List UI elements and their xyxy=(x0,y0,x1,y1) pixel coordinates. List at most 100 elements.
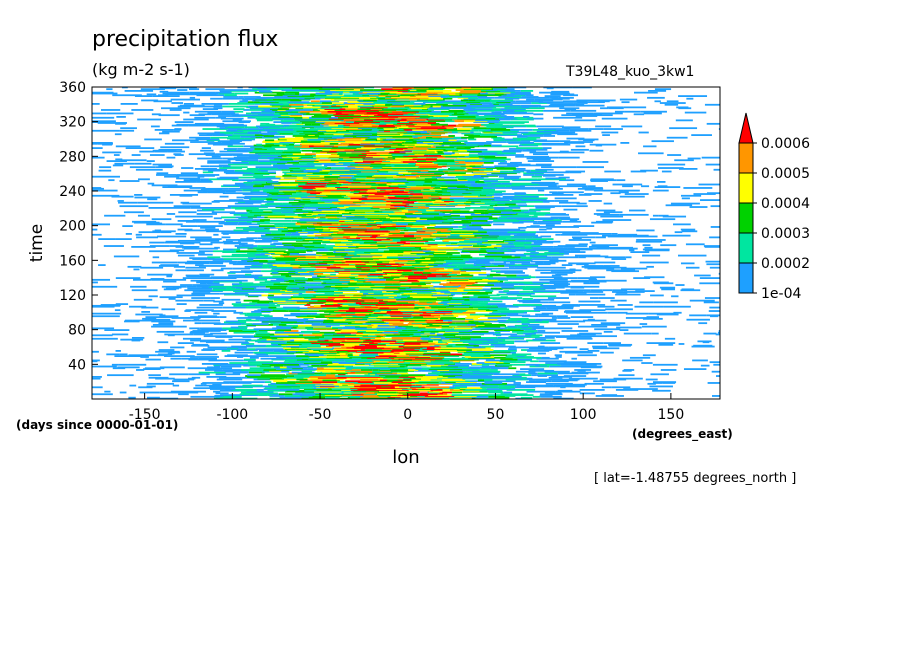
heat-cell xyxy=(469,155,496,158)
heat-cell xyxy=(606,246,634,249)
heat-cell xyxy=(503,152,516,155)
heat-cell xyxy=(159,366,185,369)
heat-cell xyxy=(146,396,160,399)
heat-cell xyxy=(483,161,494,164)
heat-cell xyxy=(578,371,587,374)
heat-cell xyxy=(706,263,720,266)
heat-cell xyxy=(289,282,298,285)
heat-cell xyxy=(111,195,134,198)
heat-cell xyxy=(313,304,321,307)
heat-cell xyxy=(289,252,300,255)
heat-cell xyxy=(135,168,163,171)
heat-cell xyxy=(172,139,189,142)
heat-cell xyxy=(524,212,551,214)
heat-cell xyxy=(523,174,535,176)
heat-cell xyxy=(263,190,283,193)
heat-cell xyxy=(541,166,552,169)
heat-cell xyxy=(130,285,147,288)
heat-cell xyxy=(178,393,189,396)
heat-cell xyxy=(565,244,580,247)
heat-cell xyxy=(310,286,336,289)
heat-cell xyxy=(295,281,306,284)
heat-cell xyxy=(175,233,187,235)
heat-cell xyxy=(92,327,115,330)
heat-cell xyxy=(104,329,130,331)
heat-cell xyxy=(445,285,459,288)
heat-cell xyxy=(258,153,286,156)
heat-cell xyxy=(207,366,220,369)
heat-cell xyxy=(519,246,533,249)
heat-cell xyxy=(522,298,533,300)
heat-cell xyxy=(557,389,573,392)
heat-cell xyxy=(232,267,251,270)
heat-cell xyxy=(384,337,392,340)
heat-cell xyxy=(229,262,237,265)
heat-cell xyxy=(158,322,174,325)
heat-cell xyxy=(288,284,318,286)
heat-cell xyxy=(221,216,236,219)
heat-cell xyxy=(544,370,570,373)
heat-cell xyxy=(222,192,253,195)
heat-cell xyxy=(535,318,557,321)
heat-cell xyxy=(540,272,557,274)
heat-cell xyxy=(402,161,415,163)
heat-cell xyxy=(549,280,572,283)
heat-cell xyxy=(531,374,537,377)
heat-cell xyxy=(501,182,512,185)
heat-cell xyxy=(292,193,317,195)
heat-cell xyxy=(151,218,172,221)
heat-cell xyxy=(192,284,208,286)
heat-cell xyxy=(540,342,561,344)
heat-cell xyxy=(542,147,552,149)
heat-cell xyxy=(435,146,455,149)
heat-cell xyxy=(259,285,266,288)
heat-cell xyxy=(544,335,566,338)
heat-cell xyxy=(532,236,542,239)
heat-cell xyxy=(235,200,264,202)
heat-cell xyxy=(553,277,578,279)
heat-cell xyxy=(657,163,686,166)
heat-cell xyxy=(582,161,609,163)
heat-cell xyxy=(285,275,292,278)
heat-cell xyxy=(229,199,244,201)
heat-cell xyxy=(282,324,298,327)
heat-cell xyxy=(238,325,248,328)
heat-cell xyxy=(660,369,677,371)
heat-cell xyxy=(290,235,309,238)
heat-cell xyxy=(492,350,517,352)
heat-cell xyxy=(316,346,333,349)
heat-cell xyxy=(429,285,446,288)
heat-cell xyxy=(92,334,113,337)
heat-cell xyxy=(566,337,593,340)
heat-cell xyxy=(584,265,604,267)
heat-cell xyxy=(426,347,435,350)
heat-cell xyxy=(168,278,187,281)
heat-cell xyxy=(201,322,221,325)
heat-cell xyxy=(423,329,451,331)
heat-cell xyxy=(339,155,366,157)
heat-cell xyxy=(176,303,187,305)
heat-cell xyxy=(681,197,690,200)
heat-cell xyxy=(500,170,509,173)
heat-cell xyxy=(259,208,283,211)
heat-cell xyxy=(227,135,241,138)
heat-cell xyxy=(493,139,505,142)
heat-cell xyxy=(511,353,532,356)
heat-cell xyxy=(514,192,526,195)
heat-cell xyxy=(673,311,682,314)
heat-cell xyxy=(502,195,521,198)
heat-cell xyxy=(112,164,124,167)
heat-cell xyxy=(271,272,279,274)
heat-cell xyxy=(498,162,518,165)
heat-cell xyxy=(652,214,659,217)
heat-cell xyxy=(342,286,371,289)
heat-cell xyxy=(272,275,286,278)
heat-cell xyxy=(516,147,543,149)
heat-cell xyxy=(167,185,193,188)
heat-cell xyxy=(439,258,464,260)
heat-cell xyxy=(471,302,488,305)
heat-cell xyxy=(211,207,232,209)
heat-cell xyxy=(538,315,557,318)
heat-cell xyxy=(241,259,248,262)
heat-cell xyxy=(98,169,112,172)
